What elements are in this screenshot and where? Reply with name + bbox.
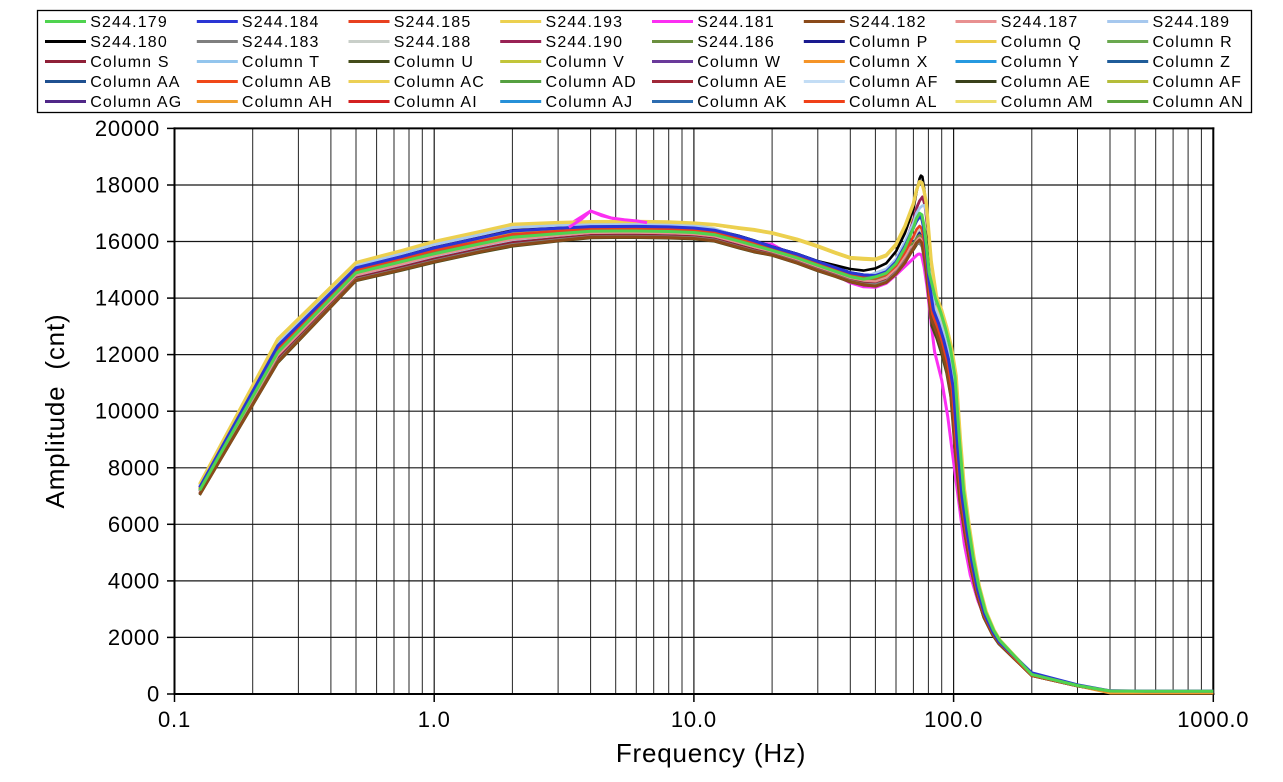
svg-text:4000: 4000 xyxy=(108,568,160,593)
svg-text:0: 0 xyxy=(147,682,160,707)
svg-text:12000: 12000 xyxy=(95,342,160,367)
svg-text:S244.179: S244.179 xyxy=(90,14,168,31)
svg-text:S244.181: S244.181 xyxy=(697,14,775,31)
svg-text:100.0: 100.0 xyxy=(924,707,983,732)
svg-text:Amplitude (cnt): Amplitude (cnt) xyxy=(40,314,70,509)
svg-text:Column AC: Column AC xyxy=(394,74,485,91)
svg-text:S244.187: S244.187 xyxy=(1001,14,1079,31)
svg-text:Column W: Column W xyxy=(697,54,781,71)
svg-text:Column S: Column S xyxy=(90,54,169,71)
svg-text:Column AD: Column AD xyxy=(546,74,637,91)
svg-text:Column AF: Column AF xyxy=(849,74,939,91)
svg-text:6000: 6000 xyxy=(108,512,160,537)
svg-text:14000: 14000 xyxy=(95,286,160,311)
svg-text:S244.184: S244.184 xyxy=(242,14,320,31)
svg-text:S244.193: S244.193 xyxy=(546,14,624,31)
svg-text:18000: 18000 xyxy=(95,173,160,198)
svg-text:0.1: 0.1 xyxy=(158,707,191,732)
svg-text:Column V: Column V xyxy=(546,54,625,71)
svg-text:Column U: Column U xyxy=(394,54,474,71)
svg-text:Column AL: Column AL xyxy=(849,94,938,111)
svg-text:S244.186: S244.186 xyxy=(697,34,775,51)
svg-text:Column AG: Column AG xyxy=(90,94,182,111)
svg-text:Column AA: Column AA xyxy=(90,74,180,91)
svg-text:Column AB: Column AB xyxy=(242,74,332,91)
svg-text:Column AF: Column AF xyxy=(1153,74,1243,91)
svg-text:S244.190: S244.190 xyxy=(546,34,624,51)
svg-text:Column T: Column T xyxy=(242,54,320,71)
svg-text:S244.185: S244.185 xyxy=(394,14,472,31)
svg-text:Frequency (Hz): Frequency (Hz) xyxy=(616,738,806,768)
svg-text:2000: 2000 xyxy=(108,625,160,650)
svg-text:Column AJ: Column AJ xyxy=(546,94,634,111)
svg-text:S244.182: S244.182 xyxy=(849,14,927,31)
svg-text:Column X: Column X xyxy=(849,54,928,71)
svg-text:8000: 8000 xyxy=(108,455,160,480)
svg-text:Column AM: Column AM xyxy=(1001,94,1094,111)
svg-text:Column AK: Column AK xyxy=(697,94,787,111)
svg-text:Column AE: Column AE xyxy=(1001,74,1091,91)
svg-text:10000: 10000 xyxy=(95,399,160,424)
svg-text:Column Q: Column Q xyxy=(1001,34,1082,51)
svg-text:16000: 16000 xyxy=(95,229,160,254)
svg-text:Column R: Column R xyxy=(1153,34,1233,51)
svg-text:S244.183: S244.183 xyxy=(242,34,320,51)
svg-text:Column Z: Column Z xyxy=(1153,54,1232,71)
svg-text:Column AH: Column AH xyxy=(242,94,333,111)
svg-text:Column AN: Column AN xyxy=(1153,94,1244,111)
svg-text:Column Y: Column Y xyxy=(1001,54,1080,71)
svg-text:1000.0: 1000.0 xyxy=(1177,707,1249,732)
svg-text:S244.189: S244.189 xyxy=(1153,14,1231,31)
svg-text:20000: 20000 xyxy=(95,116,160,141)
svg-text:S244.188: S244.188 xyxy=(394,34,472,51)
svg-text:Column AI: Column AI xyxy=(394,94,478,111)
svg-text:S244.180: S244.180 xyxy=(90,34,168,51)
svg-text:Column AE: Column AE xyxy=(697,74,787,91)
svg-text:Column P: Column P xyxy=(849,34,928,51)
svg-text:10.0: 10.0 xyxy=(671,707,717,732)
svg-text:1.0: 1.0 xyxy=(418,707,451,732)
